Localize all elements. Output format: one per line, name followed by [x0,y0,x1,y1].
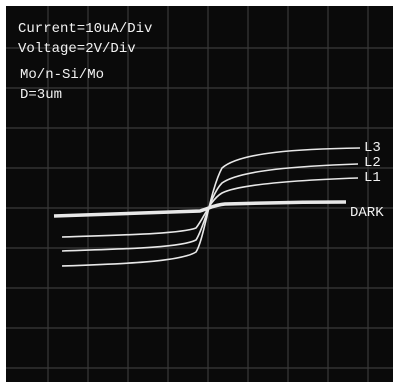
oscilloscope-photo: Current=10uA/Div Voltage=2V/Div Mo/n-Si/… [0,0,399,388]
label-l2: L2 [364,155,381,171]
setting-current: Current=10uA/Div [18,21,152,37]
screen [6,6,393,382]
sample-structure: Mo/n-Si/Mo [20,67,104,83]
sample-size: D=3um [20,87,62,103]
label-dark: DARK [350,205,384,221]
label-l1: L1 [364,170,381,186]
page: {"screen": { "settings": ["Current=10uA/… [0,0,399,388]
label-l3: L3 [364,140,381,156]
setting-voltage: Voltage=2V/Div [18,41,136,57]
